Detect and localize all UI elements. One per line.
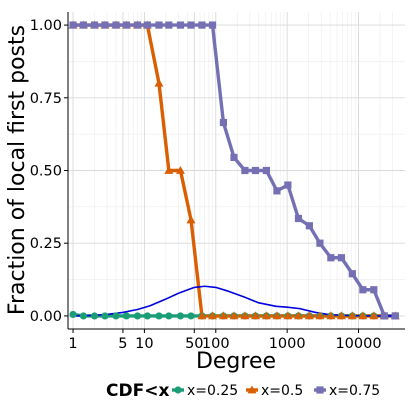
x-tick-label: 5	[118, 336, 127, 352]
legend-key-marker	[174, 386, 182, 394]
x-tick-label: 10000	[335, 336, 381, 352]
data-point	[90, 21, 99, 29]
data-point	[164, 166, 174, 174]
data-point	[101, 312, 109, 320]
data-point	[250, 311, 260, 320]
legend-key-marker	[316, 386, 324, 394]
data-point	[133, 21, 142, 29]
data-point	[316, 239, 324, 247]
x-tick-label: 100	[202, 336, 230, 352]
data-point	[359, 286, 367, 294]
x-tick-label: 10	[135, 336, 153, 352]
data-point	[348, 270, 356, 278]
data-point	[187, 21, 195, 29]
data-point	[155, 21, 163, 29]
data-point	[155, 312, 163, 320]
data-point	[241, 166, 249, 175]
y-tick-label: 0.00	[30, 309, 62, 325]
data-point	[391, 312, 399, 320]
data-point	[369, 311, 379, 320]
data-point	[208, 311, 218, 320]
data-point	[261, 311, 271, 320]
data-point	[273, 187, 281, 195]
data-point	[283, 311, 293, 320]
data-point	[272, 311, 282, 320]
data-point	[262, 166, 270, 175]
legend-label: x=0.5	[261, 383, 303, 399]
data-point	[304, 311, 314, 320]
legend-title: CDF<x	[106, 381, 169, 401]
data-point	[122, 21, 131, 29]
y-axis-title: Fraction of local first posts	[5, 25, 30, 315]
y-tick-label: 0.75	[30, 91, 62, 107]
data-point	[143, 312, 151, 320]
data-point	[133, 312, 142, 320]
density-curve	[72, 285, 399, 317]
data-point	[197, 311, 207, 320]
data-point	[122, 312, 131, 320]
data-point	[305, 222, 313, 230]
data-point	[165, 312, 173, 320]
data-point	[112, 312, 120, 320]
x-tick-label: 50	[185, 336, 203, 352]
data-point	[229, 311, 239, 320]
data-point	[143, 21, 151, 29]
data-point	[69, 21, 77, 29]
data-point	[90, 312, 99, 320]
data-point	[154, 78, 164, 87]
x-axis-title: Degree	[196, 349, 276, 374]
marker-layer	[68, 20, 400, 320]
data-point	[218, 311, 228, 320]
legend-label: x=0.75	[329, 383, 380, 399]
data-point	[176, 21, 185, 29]
legend: CDF<x x=0.25 x=0.5 x=0.75	[106, 381, 380, 401]
y-tick-label: 1.00	[30, 18, 62, 34]
x-tick-label: 1000	[269, 336, 306, 352]
data-point	[101, 21, 109, 29]
data-point	[79, 312, 88, 320]
data-point	[336, 311, 346, 320]
data-point	[79, 21, 88, 29]
y-tick-label: 0.50	[30, 164, 62, 180]
data-point	[240, 311, 250, 320]
data-point	[208, 21, 217, 29]
data-point	[187, 312, 195, 320]
data-point	[251, 166, 260, 175]
data-point	[165, 21, 173, 29]
data-point	[198, 21, 206, 29]
legend-entries: x=0.25 x=0.5 x=0.75	[172, 383, 380, 399]
data-point	[175, 166, 185, 174]
legend-key-marker	[247, 385, 257, 394]
data-point	[293, 311, 303, 320]
data-point	[327, 254, 335, 262]
data-point	[112, 21, 120, 29]
data-point	[347, 311, 357, 320]
data-point	[186, 215, 196, 224]
data-point	[315, 311, 325, 320]
y-tick-label: 0.25	[30, 236, 62, 252]
data-point	[176, 312, 185, 320]
data-point	[326, 311, 336, 320]
legend-entry: x=0.75	[314, 383, 380, 399]
legend-entry: x=0.5	[246, 383, 303, 399]
data-point	[337, 254, 346, 262]
data-point	[358, 311, 368, 320]
data-point	[219, 118, 228, 127]
data-point	[370, 286, 378, 294]
legend-entry: x=0.25	[172, 383, 238, 399]
legend-label: x=0.25	[187, 383, 238, 399]
data-point	[230, 153, 238, 162]
data-point	[69, 310, 77, 319]
data-point	[380, 312, 388, 320]
data-point	[284, 181, 292, 189]
data-point	[294, 214, 303, 223]
x-tick-label: 1	[68, 336, 77, 352]
